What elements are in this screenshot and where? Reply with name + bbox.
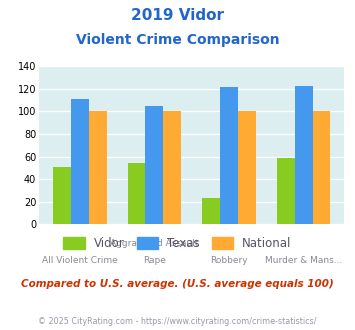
Text: Aggravated Assault: Aggravated Assault [110, 239, 199, 248]
Bar [277, 158, 295, 224]
Bar [71, 99, 89, 224]
Bar [202, 198, 220, 224]
Bar [238, 111, 256, 224]
Text: Compared to U.S. average. (U.S. average equals 100): Compared to U.S. average. (U.S. average … [21, 279, 334, 289]
Text: Violent Crime Comparison: Violent Crime Comparison [76, 33, 279, 47]
Bar [220, 87, 238, 224]
Bar [146, 106, 163, 224]
Bar [295, 86, 312, 224]
Text: Rape: Rape [143, 256, 166, 265]
Text: © 2025 CityRating.com - https://www.cityrating.com/crime-statistics/: © 2025 CityRating.com - https://www.city… [38, 317, 317, 326]
Bar [53, 167, 71, 224]
Bar [312, 111, 331, 224]
Bar [89, 111, 106, 224]
Text: All Violent Crime: All Violent Crime [42, 256, 118, 265]
Legend: Vidor, Texas, National: Vidor, Texas, National [63, 237, 292, 250]
Bar [163, 111, 181, 224]
Text: Murder & Mans...: Murder & Mans... [265, 256, 342, 265]
Bar [127, 163, 146, 224]
Text: 2019 Vidor: 2019 Vidor [131, 8, 224, 23]
Text: Robbery: Robbery [210, 256, 248, 265]
